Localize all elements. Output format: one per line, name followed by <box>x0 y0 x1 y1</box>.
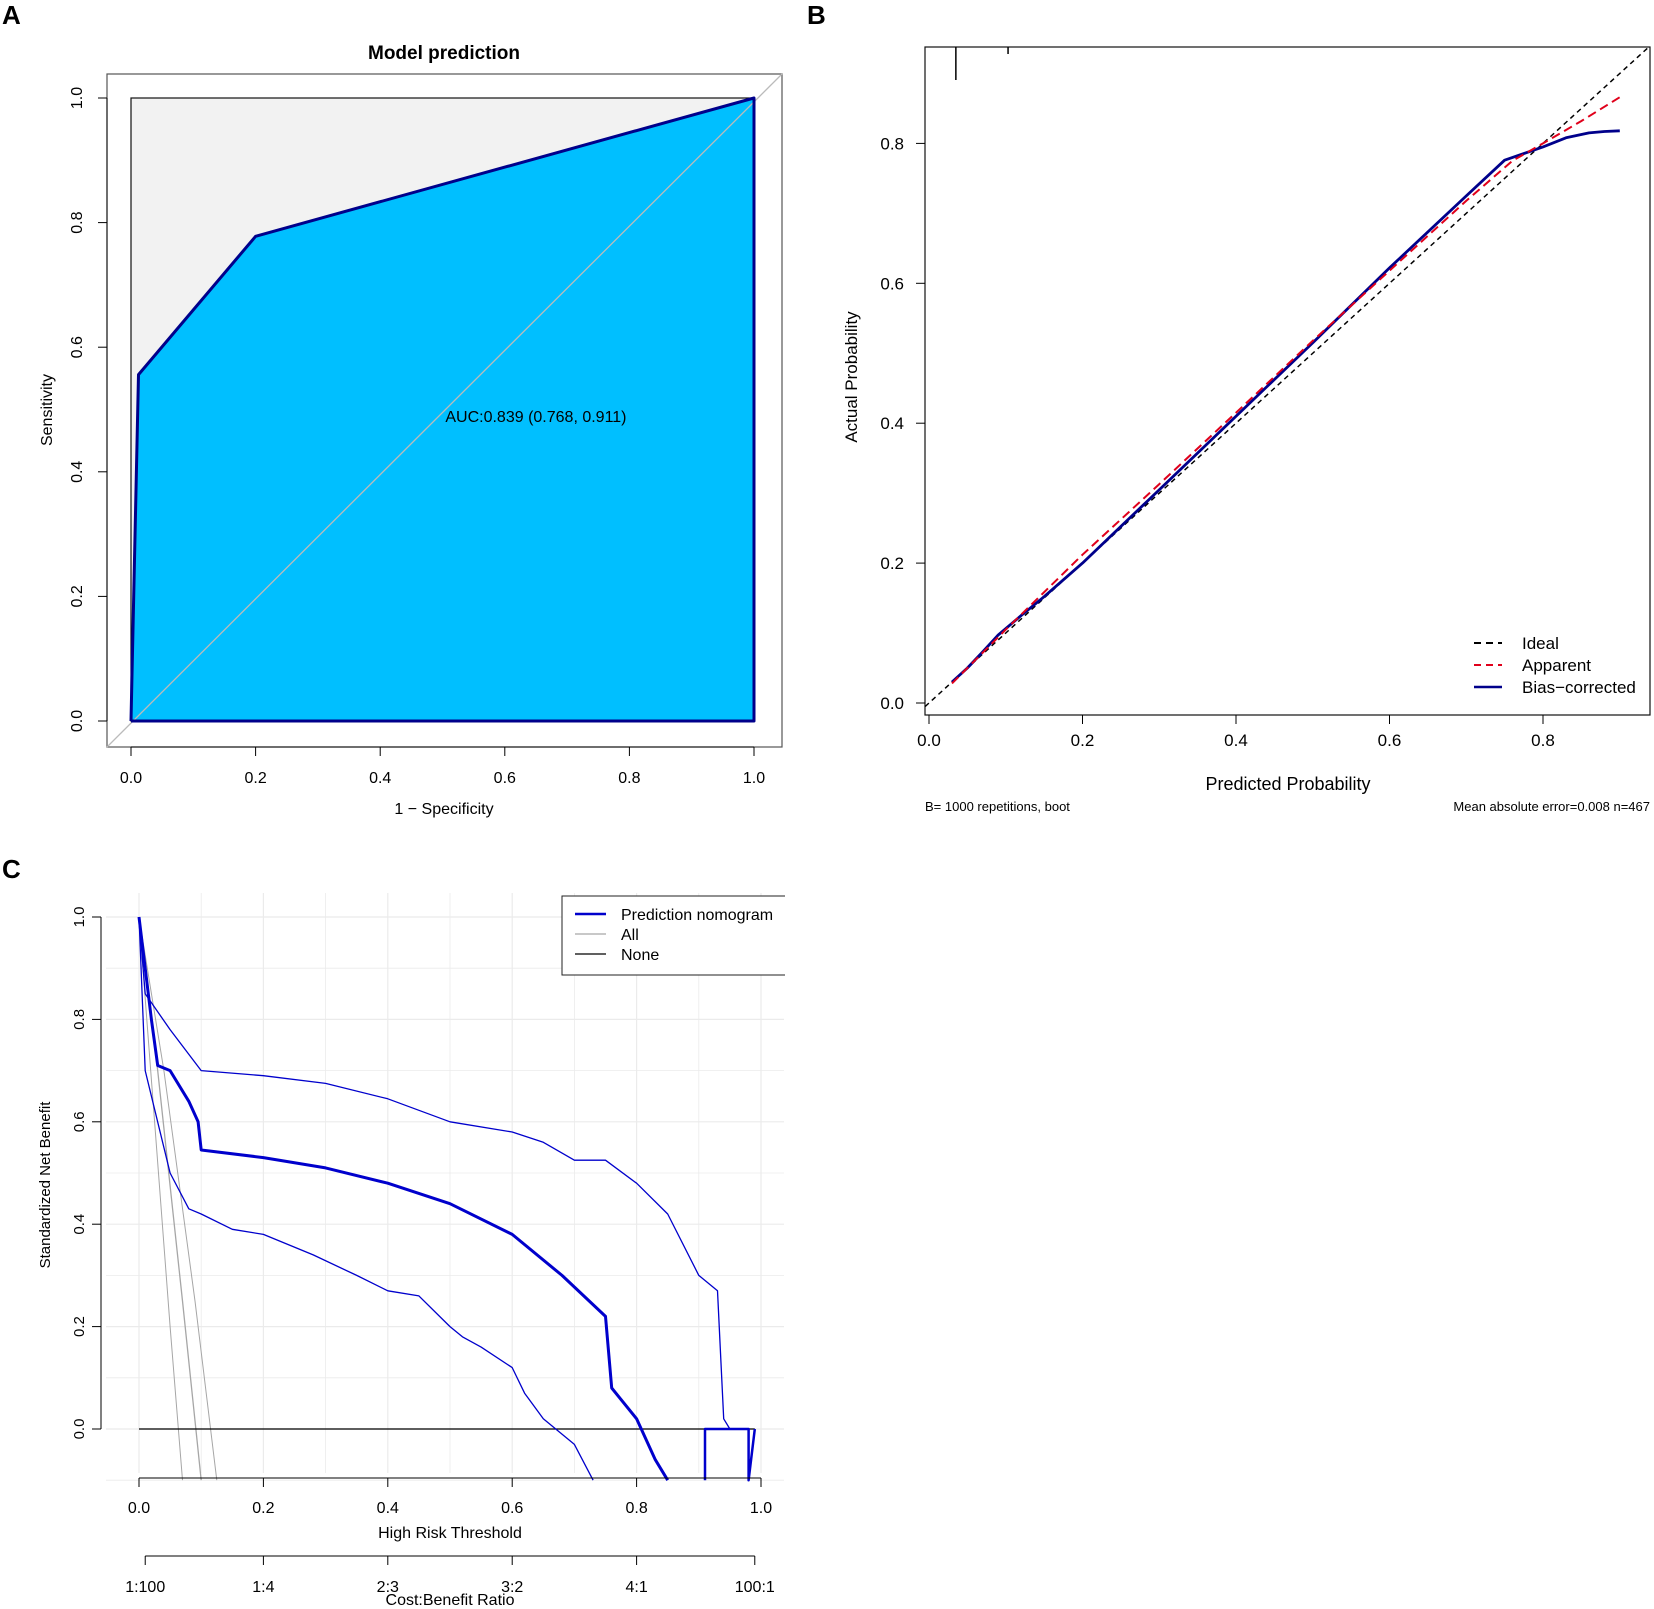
apparent-line <box>951 96 1621 685</box>
dca-grid <box>106 893 784 1481</box>
cost-benefit-tick-label: 100:1 <box>735 1579 775 1596</box>
dca-y-tick-label: 0.0 <box>71 1419 88 1440</box>
calibration-y-tick-label: 0.4 <box>880 414 904 433</box>
roc-x-tick-label: 0.6 <box>494 770 516 787</box>
roc-y-tick-label: 0.8 <box>69 211 86 233</box>
dca-line-prediction-nomogram-upper <box>138 916 731 1430</box>
roc-y-axis: 0.0 0.2 0.4 0.6 0.8 1.0 <box>69 87 108 732</box>
roc-y-tick-label: 0.4 <box>69 461 86 483</box>
calibration-x-tick-label: 0.2 <box>1071 731 1095 750</box>
calibration-x-tick-label: 0.8 <box>1531 731 1555 750</box>
dca-lines <box>137 916 757 1482</box>
dca-line-all-upper <box>138 916 218 1481</box>
roc-x-tick-label: 1.0 <box>743 770 765 787</box>
dca-line-all-lower <box>138 916 183 1481</box>
legend-apparent-label: Apparent <box>1522 656 1591 675</box>
dca-x-tick-label: 1.0 <box>750 1500 772 1517</box>
roc-y-tick-label: 0.2 <box>69 585 86 607</box>
dca-y-tick-label: 0.8 <box>71 1009 88 1030</box>
roc-x-tick-label: 0.2 <box>244 770 266 787</box>
roc-x-label: 1 − Specificity <box>394 801 493 818</box>
calibration-y-tick-label: 0.6 <box>880 274 904 293</box>
cost-benefit-tick-label: 2:3 <box>377 1579 399 1596</box>
cost-benefit-tick-label: 1:4 <box>252 1579 274 1596</box>
legend-ideal-label: Ideal <box>1522 634 1559 653</box>
dca-x-tick-label: 0.4 <box>377 1500 399 1517</box>
calibration-y-tick-label: 0.2 <box>880 554 904 573</box>
calibration-x-tick-label: 0.0 <box>917 731 941 750</box>
roc-y-label: Sensitivity <box>39 374 56 446</box>
panel-label-b: B <box>807 0 826 30</box>
cost-benefit-tick-label: 3:2 <box>501 1579 523 1596</box>
calibration-y-tick-label: 0.0 <box>880 694 904 713</box>
dca-y-tick-label: 0.2 <box>71 1316 88 1337</box>
calibration-y-tick-label: 0.8 <box>880 134 904 153</box>
dca-x-tick-label: 0.8 <box>625 1500 647 1517</box>
panel-label-c: C <box>2 854 21 884</box>
roc-chart: Model prediction AUC:0.839 (0.768, 0.911… <box>39 43 783 818</box>
dca-x-tick-label: 0.6 <box>501 1500 523 1517</box>
cost-benefit-tick-label: 4:1 <box>625 1579 647 1596</box>
decision-curve-chart: 0.0 0.2 0.4 0.6 0.8 1.0 0.0 0.2 0.4 0.6 0.8 1.0 1:… <box>37 893 785 1609</box>
dca-legend: Prediction nomogram All None <box>561 895 785 976</box>
legend-nomogram-label: Prediction nomogram <box>621 907 773 924</box>
roc-y-tick-label: 0.6 <box>69 336 86 358</box>
dca-legend-box <box>561 895 785 976</box>
roc-x-tick-label: 0.4 <box>369 770 391 787</box>
dca-line-prediction-nomogram <box>137 916 669 1481</box>
roc-y-tick-label: 0.0 <box>69 710 86 732</box>
cost-benefit-label: Cost:Benefit Ratio <box>386 1592 515 1609</box>
calibration-x-tick-label: 0.4 <box>1224 731 1248 750</box>
roc-title: Model prediction <box>368 43 520 64</box>
dca-line-prediction-nomogram-lower <box>138 916 594 1481</box>
calibration-x-tick-label: 0.6 <box>1378 731 1402 750</box>
roc-auc-annotation: AUC:0.839 (0.768, 0.911) <box>445 409 626 426</box>
dca-y-label: Standardized Net Benefit <box>37 1101 54 1269</box>
dca-x-axis: 0.0 0.2 0.4 0.6 0.8 1.0 <box>128 1477 772 1517</box>
legend-bias-label: Bias−corrected <box>1522 678 1636 697</box>
dca-x-label: High Risk Threshold <box>378 1525 522 1542</box>
roc-y-tick-label: 1.0 <box>69 87 86 109</box>
calibration-footnote-left: B= 1000 repetitions, boot <box>925 799 1070 814</box>
calibration-y-label: Actual Probability <box>842 311 861 443</box>
calibration-x-axis: 0.0 0.2 0.4 0.6 0.8 <box>917 715 1555 750</box>
dca-x-tick-label: 0.2 <box>252 1500 274 1517</box>
dca-y-tick-label: 0.6 <box>71 1111 88 1132</box>
calibration-chart: 0.0 0.2 0.4 0.6 0.8 0.0 0.2 0.4 0.6 0.8 Predicte… <box>842 45 1651 814</box>
dca-y-axis: 0.0 0.2 0.4 0.6 0.8 1.0 <box>71 907 102 1440</box>
dca-y-tick-label: 0.4 <box>71 1214 88 1235</box>
roc-area-under-curve <box>131 98 754 721</box>
dca-line-prediction-nomogram-tail <box>703 1427 757 1482</box>
cost-benefit-axis: 1:100 1:4 2:3 3:2 4:1 100:1 <box>125 1555 775 1596</box>
calibration-y-axis: 0.0 0.2 0.4 0.6 0.8 <box>880 134 925 713</box>
dca-x-tick-label: 0.0 <box>128 1500 150 1517</box>
roc-x-tick-label: 0.8 <box>618 770 640 787</box>
roc-diagonal-reference <box>106 73 783 748</box>
bias-corrected-line <box>951 129 1620 684</box>
roc-x-tick-label: 0.0 <box>120 770 142 787</box>
calibration-rug <box>955 47 1009 80</box>
calibration-x-label: Predicted Probability <box>1205 774 1370 794</box>
calibration-plot-frame <box>924 46 1651 716</box>
calibration-legend: Ideal Apparent Bias−corrected <box>1474 634 1636 697</box>
calibration-footnote-right: Mean absolute error=0.008 n=467 <box>1453 799 1650 814</box>
legend-all-label: All <box>621 927 639 944</box>
legend-none-label: None <box>621 947 659 964</box>
roc-x-axis: 0.0 0.2 0.4 0.6 0.8 1.0 <box>120 746 765 787</box>
dca-plot-background <box>106 893 784 1473</box>
panel-label-a: A <box>2 0 21 30</box>
dca-y-tick-label: 1.0 <box>71 907 88 928</box>
roc-curve <box>129 96 756 723</box>
cost-benefit-tick-label: 1:100 <box>125 1579 165 1596</box>
